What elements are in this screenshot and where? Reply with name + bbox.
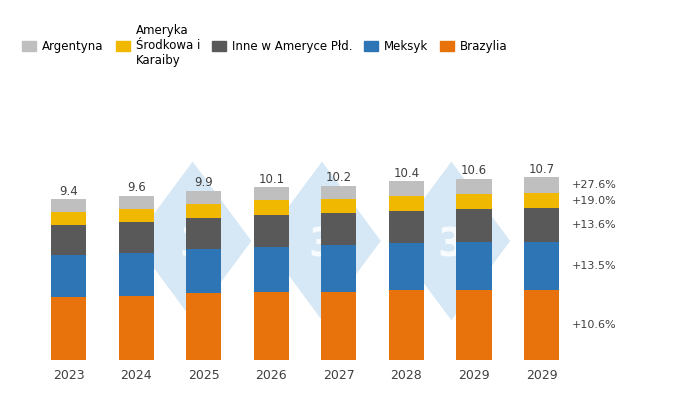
Bar (389, 243, 424, 290)
Bar (456, 209, 491, 242)
Bar (389, 210, 424, 243)
Bar (51, 199, 86, 212)
Bar (118, 253, 154, 296)
Text: 3: 3 (438, 227, 465, 265)
Bar (456, 179, 491, 194)
Text: 9.9: 9.9 (195, 176, 213, 189)
Bar (186, 293, 221, 360)
Bar (186, 218, 221, 249)
Text: 10.7: 10.7 (528, 163, 554, 176)
Bar (321, 246, 356, 292)
Bar (389, 182, 424, 196)
Bar (321, 292, 356, 360)
Bar (321, 199, 356, 213)
Bar (321, 213, 356, 246)
Bar (524, 177, 559, 193)
Text: 3: 3 (179, 227, 206, 265)
Bar (253, 215, 289, 247)
Bar (253, 247, 289, 292)
Bar (456, 242, 491, 290)
Text: 10.2: 10.2 (326, 171, 352, 184)
Text: 9.6: 9.6 (127, 182, 146, 194)
Bar (186, 249, 221, 293)
Polygon shape (263, 162, 381, 320)
Bar (51, 212, 86, 225)
Text: 9.4: 9.4 (60, 185, 78, 198)
Bar (524, 208, 559, 242)
Text: +19.0%: +19.0% (571, 196, 616, 206)
Bar (51, 225, 86, 255)
Bar (253, 200, 289, 215)
Text: +13.6%: +13.6% (571, 220, 616, 230)
Bar (118, 209, 154, 222)
Bar (524, 193, 559, 208)
Text: +13.5%: +13.5% (571, 261, 616, 271)
Bar (118, 296, 154, 360)
Bar (186, 204, 221, 218)
Bar (118, 222, 154, 253)
Text: 3: 3 (309, 227, 335, 265)
Bar (389, 196, 424, 210)
Text: 10.4: 10.4 (393, 167, 419, 180)
Bar (118, 196, 154, 209)
Bar (51, 255, 86, 297)
Bar (389, 290, 424, 360)
Bar (321, 186, 356, 199)
Legend: Argentyna, Ameryka
Środkowa i
Karaiby, Inne w Ameryce Płd., Meksyk, Brazylia: Argentyna, Ameryka Środkowa i Karaiby, I… (22, 24, 508, 67)
Polygon shape (393, 162, 510, 320)
Bar (186, 191, 221, 204)
Bar (253, 292, 289, 360)
Polygon shape (134, 162, 251, 320)
Bar (456, 194, 491, 209)
Bar (253, 187, 289, 200)
Text: 10.1: 10.1 (258, 173, 284, 186)
Bar (456, 290, 491, 360)
Text: +27.6%: +27.6% (571, 180, 616, 190)
Bar (524, 242, 559, 290)
Bar (51, 297, 86, 360)
Bar (524, 290, 559, 360)
Text: +10.6%: +10.6% (571, 320, 616, 330)
Text: 10.6: 10.6 (461, 164, 487, 177)
